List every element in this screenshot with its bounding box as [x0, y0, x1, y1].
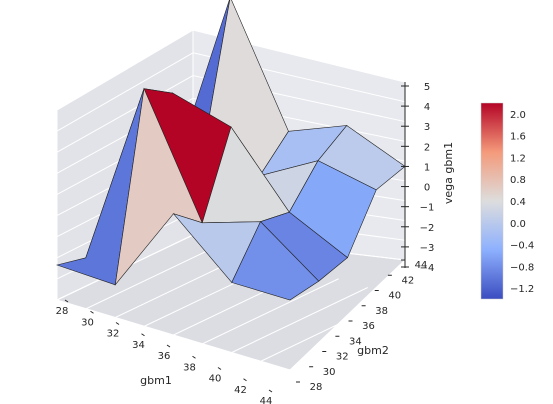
- grid-line: [231, 287, 368, 353]
- colorbar-tick-label: 1.2: [510, 153, 526, 164]
- y-tick-label: 34: [349, 336, 362, 347]
- x-tick-label: 34: [132, 340, 145, 351]
- colorbar: [480, 102, 504, 300]
- y-tick-label: 28: [310, 382, 323, 393]
- y-tick-label: 44: [415, 260, 428, 271]
- z-tick-label: −2: [420, 223, 435, 234]
- colorbar-tick-label: 0.0: [510, 219, 526, 230]
- colorbar-tick-label: −0.8: [510, 262, 534, 273]
- colorbar-tick-label: −1.2: [510, 284, 534, 295]
- colorbar-tick-label: 1.6: [510, 132, 526, 143]
- surface-patch: [231, 221, 320, 301]
- x-tick-label: 42: [234, 385, 247, 396]
- x-tick-label: 40: [209, 374, 222, 385]
- x-tick-label: 32: [107, 329, 120, 340]
- y-axis-label: gbm2: [357, 344, 389, 357]
- x-tick-label: 44: [260, 396, 273, 404]
- y-tick-label: 40: [388, 291, 401, 302]
- z-tick-label: 3: [424, 122, 430, 133]
- colorbar-tick-label: −0.4: [510, 241, 534, 252]
- z-tick-label: −3: [420, 243, 435, 254]
- z-tick-label: 1: [424, 162, 430, 173]
- x-tick: [192, 355, 196, 359]
- z-tick-label: −4: [420, 263, 435, 274]
- x-tick: [64, 299, 69, 303]
- grid-line: [85, 243, 223, 310]
- x-tick-label: 28: [56, 306, 69, 317]
- x-tick: [166, 344, 171, 348]
- z-tick-label: 2: [424, 142, 430, 153]
- colorbar-ticks: 2.0 1.6 1.2 0.8 0.4 0.0 −0.4 −0.8 −1.2: [510, 110, 534, 295]
- z-axis: 5 4 3 2 1 0 −1 −2 −3 −4: [401, 82, 434, 274]
- colorbar-tick-label: 0.8: [510, 175, 526, 186]
- z-axis-label: vega gbm1: [442, 142, 455, 204]
- z-tick-label: 4: [424, 102, 430, 113]
- y-tick-label: 32: [336, 352, 349, 363]
- y-tick-label: 42: [402, 275, 415, 286]
- x-tick-label: 36: [158, 351, 171, 362]
- grid-line: [260, 295, 398, 362]
- x-tick: [141, 333, 145, 337]
- z-tick-label: 5: [424, 82, 430, 93]
- surface: [55, 0, 406, 301]
- x-tick: [268, 389, 273, 393]
- x-tick: [115, 322, 120, 325]
- grid-line: [56, 52, 194, 132]
- x-axis-label: gbm1: [140, 374, 172, 387]
- colorbar-tick-label: 0.4: [510, 197, 526, 208]
- grid-line: [56, 75, 194, 153]
- y-tick-label: 36: [362, 321, 375, 332]
- y-tick-label: 38: [375, 306, 388, 317]
- z-tick-label: −1: [420, 203, 435, 214]
- x-tick-label: 38: [183, 362, 196, 373]
- x-axis: 28 30 32 34 36 38 40 42 44: [56, 299, 273, 404]
- y-tick-label: 30: [323, 367, 336, 378]
- x-tick: [90, 310, 94, 314]
- x-tick: [217, 367, 222, 370]
- z-tick-label: 0: [424, 183, 430, 194]
- x-tick: [243, 378, 247, 382]
- grid-line: [56, 29, 194, 111]
- colorbar-tick-label: 2.0: [510, 110, 526, 121]
- grid-line: [202, 278, 339, 345]
- x-tick-label: 30: [81, 317, 94, 328]
- grid-line: [289, 304, 427, 371]
